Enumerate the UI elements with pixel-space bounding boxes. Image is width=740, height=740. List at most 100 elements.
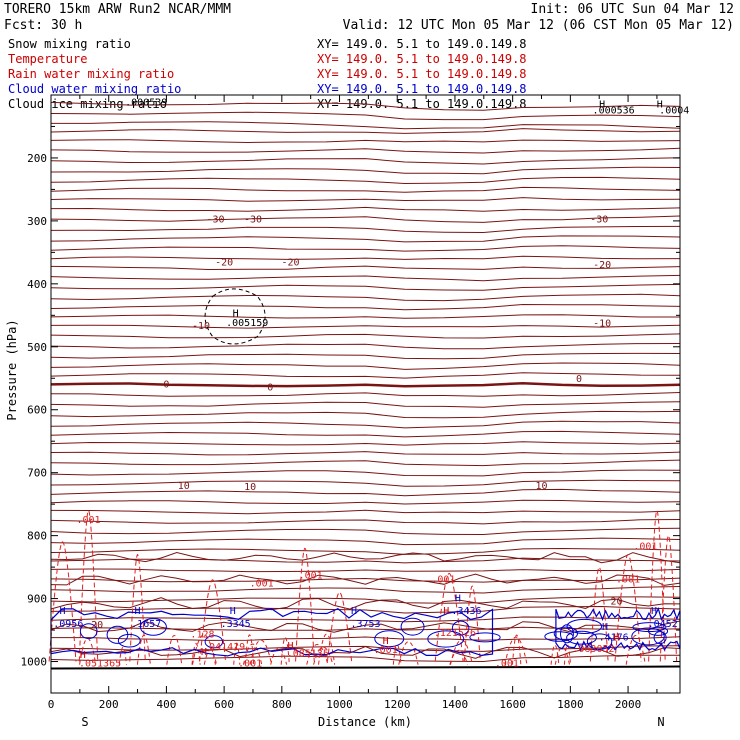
legend-name: Rain water mixing ratio [8, 67, 174, 81]
legend-row-cloud-water: Cloud water mixing ratio XY= 149.0. 5.1 … [8, 82, 527, 96]
cloud-water-contour [139, 618, 167, 636]
rain-contour [199, 579, 227, 662]
isotherm-line [50, 597, 681, 611]
isotherm-line [50, 479, 681, 487]
rain-contour [398, 641, 419, 665]
rain-label: .001 [495, 658, 519, 669]
rain-contour [318, 633, 336, 665]
rain-contour [659, 535, 678, 662]
x-tick-label: 1400 [442, 698, 469, 711]
x-tick-label: 1800 [557, 698, 584, 711]
isotherm-line [50, 381, 681, 388]
isotherm-line [50, 333, 681, 339]
x-tick-label: 600 [214, 698, 234, 711]
high-marker: H [651, 606, 657, 617]
isotherm-line [50, 324, 681, 329]
cloud-water-contour [106, 625, 129, 644]
cloud-ice-contours [204, 288, 266, 345]
header-init-time: Init: 06 UTC Sun 04 Mar 12 [531, 2, 735, 17]
cloud-water-contour [400, 617, 425, 636]
y-tick-label: 1000 [21, 656, 48, 669]
cloud-water-label: .3436 [451, 606, 481, 617]
isotherm-line [50, 551, 681, 564]
contour-labels: -30 -30 -30 -20 -20 -20 -10 -10 0 0 0 10 10 10 20 20 .00… [53, 98, 689, 670]
isotherm-line [50, 573, 681, 586]
cloud-water-contour [586, 633, 613, 650]
direction-north-label: N [657, 715, 664, 729]
cloud-water-label: .4176 [599, 633, 629, 644]
isotherm-line [50, 605, 681, 614]
rain-contour [504, 636, 528, 665]
high-marker: H [614, 633, 620, 644]
header-valid-time: Valid: 12 UTC Mon 05 Mar 12 (06 CST Mon … [343, 18, 734, 33]
rain-contour [392, 644, 402, 665]
ice-label: .000539 [125, 98, 167, 109]
x-tick-label: 0 [48, 698, 55, 711]
rain-contour [313, 646, 334, 665]
legend-row-temperature: Temperature XY= 149.0. 5.1 to 149.0.149.… [8, 52, 527, 66]
isotherm-label: 10 [244, 482, 256, 493]
isotherm-line [50, 314, 680, 319]
rain-label: .001 [250, 578, 274, 589]
cloud-water-contour [204, 635, 224, 649]
rain-label: .085135 [287, 648, 329, 659]
isotherm-line [50, 430, 681, 438]
x-tick-label: 200 [99, 698, 119, 711]
isotherm-line [50, 157, 681, 165]
rain-contour [648, 509, 666, 662]
rain-contour [249, 639, 273, 665]
isotherm-line [50, 147, 681, 154]
isotherm-label: 20 [610, 597, 622, 608]
rain-contour [78, 509, 99, 662]
isotherm-label: 10 [535, 481, 547, 492]
isotherm-label: 10 [178, 481, 190, 492]
isotherm-line [50, 215, 681, 223]
legend-xy: XY= 149.0. 5.1 to 149.0.149.8 [317, 37, 527, 51]
cloud-water-label: .3753 [350, 619, 380, 630]
ice-label: .000536 [593, 106, 635, 117]
legend-name: Snow mixing ratio [8, 37, 131, 51]
high-marker: H [135, 606, 141, 617]
isotherm-line [50, 586, 681, 594]
rain-contour [449, 649, 469, 665]
rain-contour [511, 634, 522, 665]
cloud-water-label: .0956 [53, 619, 83, 630]
rain-label: .001 [374, 645, 398, 656]
x-tick-label: 1000 [326, 698, 353, 711]
high-marker: H [80, 650, 86, 661]
cloud-water-contour [79, 623, 98, 640]
y-tick-label: 300 [27, 215, 47, 228]
isotherm-line [50, 459, 681, 467]
legend-xy: XY= 149.0. 5.1 to 149.0.149.8 [317, 82, 527, 96]
isotherm-line [50, 111, 681, 121]
rain-label: .001 [633, 541, 657, 552]
legend-row-snow: Snow mixing ratio XY= 149.0. 5.1 to 149.… [8, 37, 527, 51]
y-tick-label: 700 [27, 467, 47, 480]
high-marker: H [383, 636, 389, 647]
legend-xy: XY= 149.0. 5.1 to 149.0.149.8 [317, 52, 527, 66]
rain-contour [242, 643, 263, 665]
isotherm-label: -20 [215, 257, 233, 268]
high-marker: H [351, 606, 357, 617]
isotherm-line [50, 186, 681, 193]
legend-row-rain: Rain water mixing ratio XY= 149.0. 5.1 t… [8, 67, 527, 81]
rain-contour [306, 643, 329, 665]
rain-label: .001 [616, 575, 640, 586]
isotherm-line [50, 451, 681, 456]
rain-contour [463, 585, 481, 662]
rain-label: .041419 [203, 642, 245, 653]
isotherm-line [51, 121, 681, 130]
isotherm-line [50, 176, 681, 185]
isotherm-line [50, 616, 681, 623]
x-axis-title: Distance (km) [318, 715, 412, 729]
rain-contour [203, 649, 218, 665]
isotherm-line [51, 636, 681, 641]
rain-contour [129, 554, 146, 662]
plot-area: -30 -30 -30 -20 -20 -20 -10 -10 0 0 0 10 10 10 20 20 .00… [21, 94, 689, 711]
legend-xy: XY= 149.0. 5.1 to 149.0.149.8 [317, 97, 527, 111]
rain-label: .001 [299, 570, 323, 581]
cloud-water-contour [553, 626, 579, 641]
cloud-water-label: .0452 [648, 619, 678, 630]
rain-contour [233, 642, 241, 665]
